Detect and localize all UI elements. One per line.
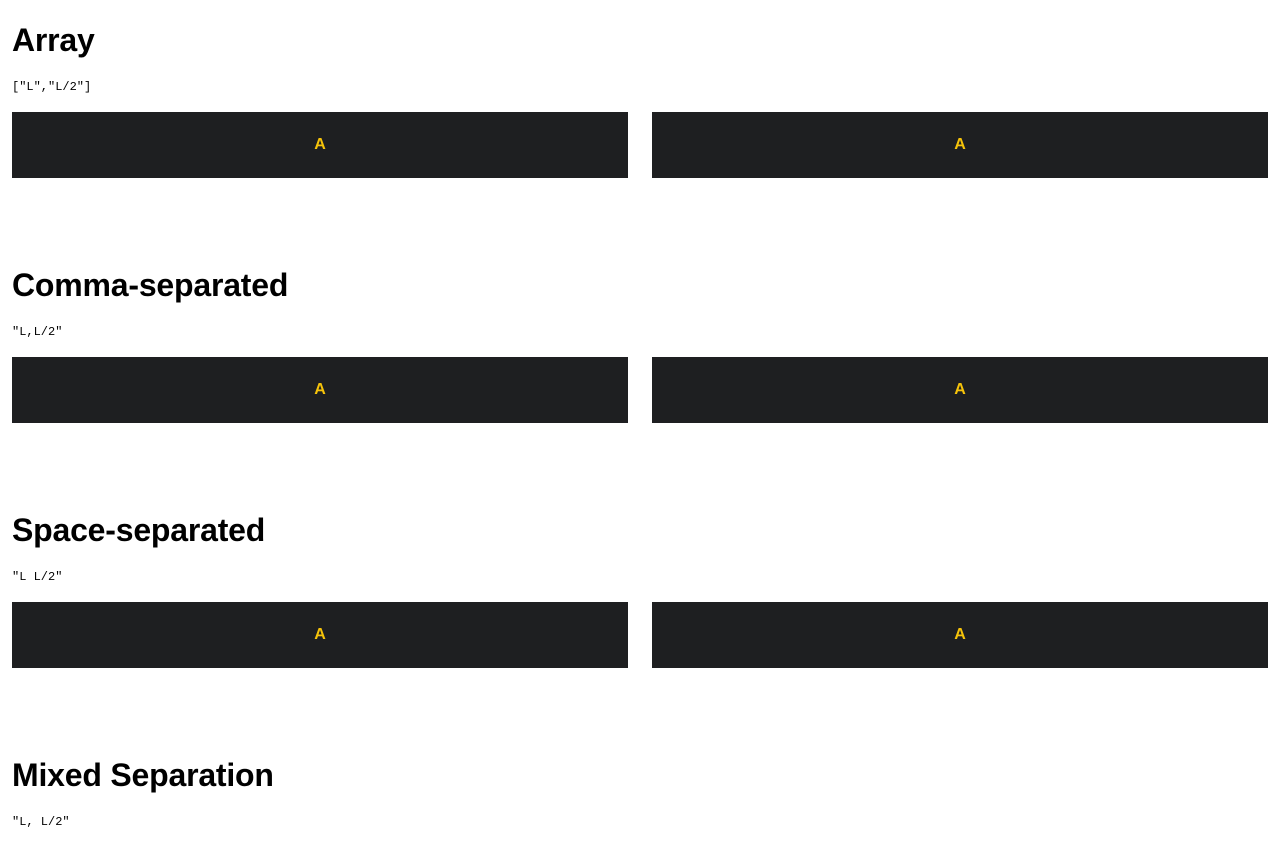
demo-box: A — [12, 602, 628, 668]
section-mixed-separation: Mixed Separation "L, L/2" — [12, 756, 1268, 829]
section-value: "L,L/2" — [12, 325, 63, 339]
section-value: ["L","L/2"] — [12, 80, 92, 94]
section-space-separated: Space-separated "L L/2" A A — [12, 511, 1268, 668]
section-title: Space-separated — [12, 512, 266, 548]
box-row: A A — [12, 602, 1268, 668]
demo-box: A — [12, 112, 628, 178]
box-row: A A — [12, 357, 1268, 423]
demo-box: A — [12, 357, 628, 423]
demo-box: A — [652, 602, 1268, 668]
section-comma-separated: Comma-separated "L,L/2" A A — [12, 266, 1268, 423]
section-array: Array ["L","L/2"] A A — [12, 21, 1268, 178]
section-title: Comma-separated — [12, 267, 289, 303]
box-row: A A — [12, 112, 1268, 178]
section-title: Array — [12, 22, 95, 58]
section-title: Mixed Separation — [12, 757, 274, 793]
section-value: "L L/2" — [12, 570, 63, 584]
section-value: "L, L/2" — [12, 815, 70, 829]
demo-box: A — [652, 112, 1268, 178]
demo-box: A — [652, 357, 1268, 423]
